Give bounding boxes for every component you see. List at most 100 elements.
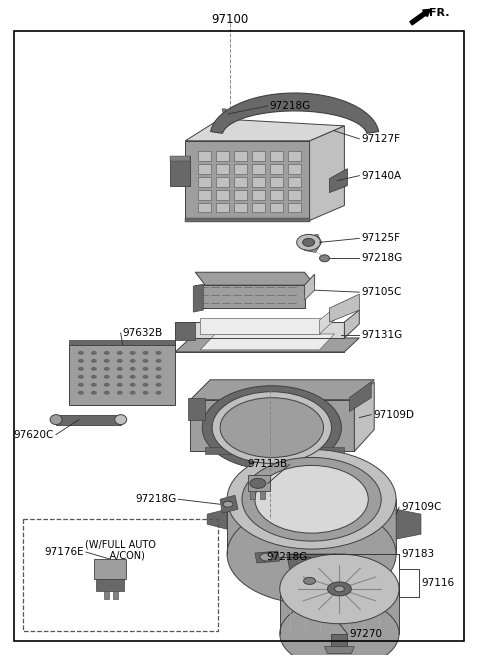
Ellipse shape: [130, 375, 136, 379]
Polygon shape: [234, 203, 247, 213]
Text: 97131G: 97131G: [361, 330, 403, 340]
Ellipse shape: [143, 367, 148, 371]
Ellipse shape: [117, 382, 123, 387]
Ellipse shape: [280, 554, 399, 624]
Text: 97176E: 97176E: [44, 547, 84, 557]
Polygon shape: [288, 151, 300, 161]
Polygon shape: [190, 380, 374, 400]
Polygon shape: [216, 164, 229, 174]
Polygon shape: [288, 190, 300, 199]
Polygon shape: [185, 141, 310, 220]
Polygon shape: [69, 340, 175, 345]
Ellipse shape: [117, 359, 123, 363]
Text: 97105C: 97105C: [361, 287, 402, 297]
Polygon shape: [198, 164, 211, 174]
Polygon shape: [252, 203, 265, 213]
Polygon shape: [250, 491, 255, 499]
Text: 97632B: 97632B: [123, 328, 163, 338]
FancyArrow shape: [410, 9, 431, 25]
Ellipse shape: [320, 255, 329, 262]
Polygon shape: [324, 647, 354, 653]
Polygon shape: [198, 203, 211, 213]
Polygon shape: [175, 338, 360, 352]
Polygon shape: [270, 190, 283, 199]
Polygon shape: [255, 551, 280, 563]
Polygon shape: [216, 203, 229, 213]
Text: 97109D: 97109D: [373, 409, 414, 420]
Ellipse shape: [78, 391, 84, 395]
Ellipse shape: [130, 359, 136, 363]
Polygon shape: [248, 476, 270, 491]
Text: (W/FULL AUTO
    A/CON): (W/FULL AUTO A/CON): [85, 539, 156, 561]
Ellipse shape: [130, 382, 136, 387]
Ellipse shape: [78, 382, 84, 387]
Ellipse shape: [156, 391, 161, 395]
Polygon shape: [252, 190, 265, 199]
Polygon shape: [216, 151, 229, 161]
Text: 97218G: 97218G: [361, 253, 403, 263]
Text: 97127F: 97127F: [361, 134, 400, 144]
Ellipse shape: [143, 382, 148, 387]
Polygon shape: [113, 591, 118, 599]
Polygon shape: [329, 169, 348, 193]
Ellipse shape: [117, 351, 123, 355]
Polygon shape: [200, 334, 335, 350]
Polygon shape: [216, 190, 229, 199]
Polygon shape: [222, 109, 228, 116]
Polygon shape: [270, 164, 283, 174]
Polygon shape: [280, 589, 399, 634]
Polygon shape: [332, 634, 348, 647]
Polygon shape: [305, 274, 314, 300]
Ellipse shape: [91, 367, 97, 371]
Text: 97116: 97116: [421, 578, 454, 588]
Polygon shape: [270, 203, 283, 213]
Ellipse shape: [335, 586, 344, 592]
Ellipse shape: [130, 391, 136, 395]
Ellipse shape: [104, 382, 110, 387]
Ellipse shape: [91, 391, 97, 395]
Text: 97100: 97100: [211, 13, 249, 26]
Ellipse shape: [115, 415, 127, 424]
Ellipse shape: [143, 351, 148, 355]
Polygon shape: [287, 554, 336, 579]
Polygon shape: [188, 398, 205, 420]
Polygon shape: [234, 164, 247, 174]
Polygon shape: [252, 151, 265, 161]
Ellipse shape: [327, 582, 351, 596]
Text: 97113B: 97113B: [248, 459, 288, 470]
Polygon shape: [195, 272, 314, 285]
Bar: [23, 519, 218, 630]
Polygon shape: [220, 116, 230, 120]
Polygon shape: [234, 190, 247, 199]
Ellipse shape: [130, 351, 136, 355]
Text: 97183: 97183: [401, 549, 434, 559]
Polygon shape: [354, 382, 374, 451]
Polygon shape: [288, 164, 300, 174]
Polygon shape: [185, 218, 310, 222]
Polygon shape: [300, 234, 322, 253]
Ellipse shape: [78, 351, 84, 355]
Polygon shape: [69, 345, 175, 405]
Polygon shape: [252, 176, 265, 186]
Polygon shape: [198, 190, 211, 199]
Polygon shape: [288, 176, 300, 186]
Ellipse shape: [255, 465, 368, 533]
Text: 97140A: 97140A: [361, 171, 401, 180]
Ellipse shape: [104, 351, 110, 355]
Polygon shape: [195, 285, 305, 308]
Text: 97620C: 97620C: [14, 430, 54, 440]
Ellipse shape: [220, 398, 324, 457]
Ellipse shape: [91, 359, 97, 363]
Text: 97218G: 97218G: [135, 494, 176, 504]
Polygon shape: [193, 284, 203, 312]
Polygon shape: [234, 176, 247, 186]
Ellipse shape: [250, 478, 266, 488]
Ellipse shape: [280, 554, 399, 624]
Polygon shape: [94, 559, 126, 579]
Polygon shape: [56, 415, 120, 424]
Ellipse shape: [227, 504, 396, 604]
Text: FR.: FR.: [429, 9, 449, 18]
Ellipse shape: [78, 375, 84, 379]
Polygon shape: [170, 155, 190, 161]
Polygon shape: [175, 322, 344, 338]
